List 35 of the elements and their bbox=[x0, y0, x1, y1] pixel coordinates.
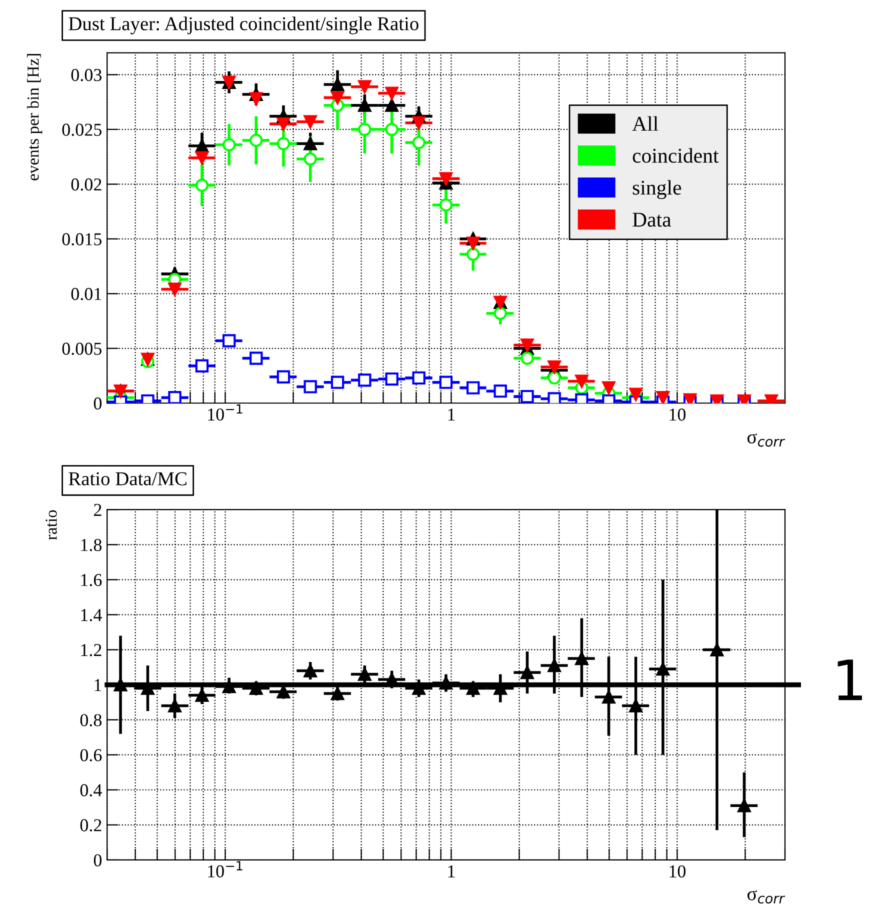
y-tick-label: 1.6 bbox=[81, 574, 102, 586]
y-tick-label: 0.01 bbox=[71, 288, 102, 300]
y-tick-label: 0.005 bbox=[62, 342, 102, 355]
y-tick-label: 0.6 bbox=[80, 749, 102, 762]
y-tick-label: 0.02 bbox=[71, 178, 102, 191]
x-tick-label: 1 bbox=[448, 865, 455, 878]
y-tick-label: 0.8 bbox=[80, 714, 102, 726]
x-tick-label: 1 bbox=[448, 408, 455, 421]
y-tick-label: 1.8 bbox=[81, 538, 102, 552]
y-axis-title: ratio bbox=[46, 510, 57, 540]
chart-title: Ratio Data/MC bbox=[68, 472, 186, 486]
y-tick-label: 0.025 bbox=[62, 124, 102, 136]
y-tick-label: 0.2 bbox=[80, 819, 102, 832]
y-tick-label: 0 bbox=[94, 854, 102, 866]
ref-line-label: 1 bbox=[838, 660, 862, 700]
y-tick-label: 1.2 bbox=[81, 644, 102, 656]
y-tick-label: 0.4 bbox=[80, 784, 102, 796]
y-tick-label: 0.015 bbox=[62, 233, 102, 246]
legend-label: All bbox=[632, 116, 658, 131]
x-tick-label: 10 bbox=[670, 408, 686, 421]
y-tick-label: 0 bbox=[94, 397, 102, 410]
y-tick-label: 1.4 bbox=[81, 609, 102, 622]
x-axis-title: σ$_{corr}$ bbox=[747, 433, 786, 447]
y-axis-title: events per bin [Hz] bbox=[27, 54, 42, 180]
y-tick-label: 1 bbox=[94, 679, 102, 692]
x-tick-label: 10$^{−1}$ bbox=[208, 404, 242, 421]
y-tick-label: 0.03 bbox=[71, 68, 102, 82]
chart-title: Dust Layer: Adjusted coincident/single Ratio bbox=[68, 16, 418, 34]
y-tick-label: 2 bbox=[94, 504, 102, 516]
legend-label: Data bbox=[632, 212, 672, 227]
x-axis-title: σ$_{corr}$ bbox=[747, 890, 786, 904]
legend-label: single bbox=[632, 180, 682, 200]
x-tick-label: 10$^{−1}$ bbox=[208, 861, 242, 878]
legend-label: coincident bbox=[632, 148, 719, 163]
x-tick-label: 10 bbox=[670, 865, 686, 878]
